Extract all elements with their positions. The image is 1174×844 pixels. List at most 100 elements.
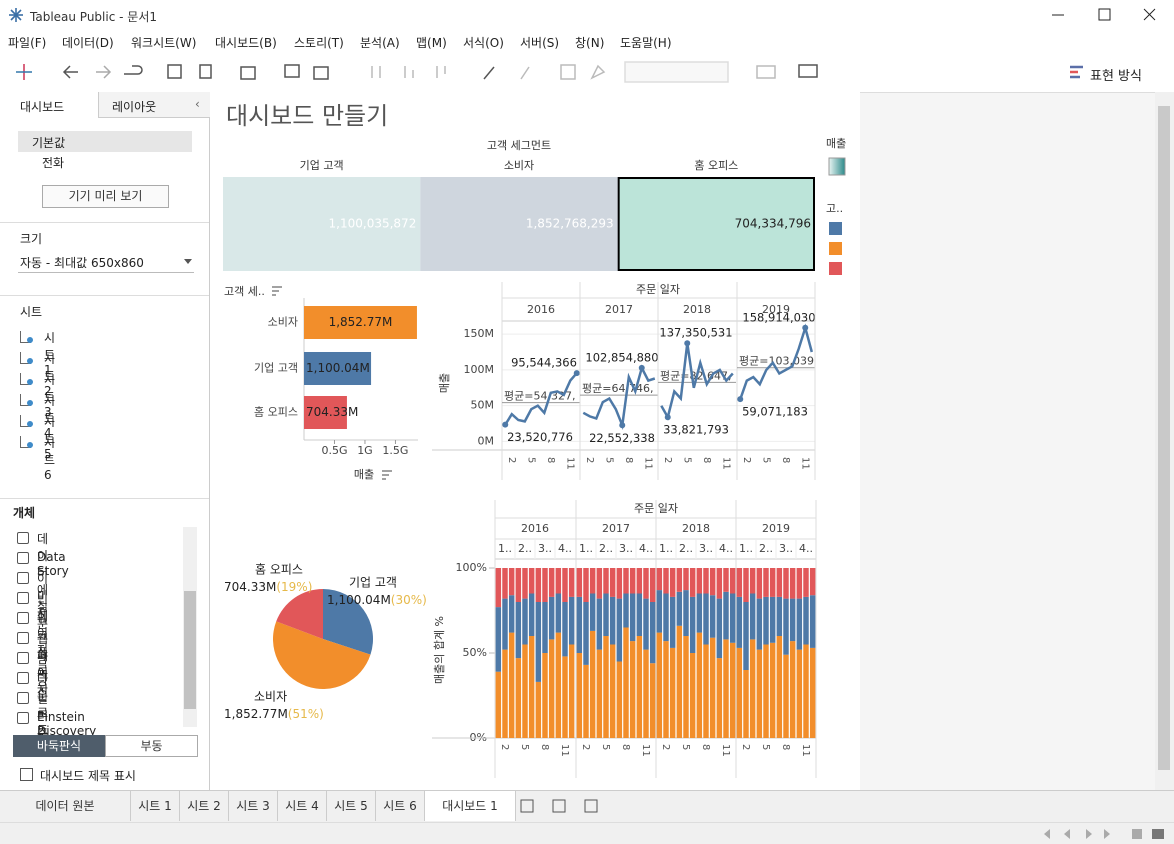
object-item[interactable]: 이미지 — [37, 572, 49, 620]
menu-item[interactable]: 서버(S) — [520, 36, 560, 50]
window-controls[interactable] — [1040, 0, 1174, 30]
sheet-item[interactable]: 시트 5 — [44, 415, 56, 461]
y-tick-label: 100M — [464, 363, 495, 376]
object-icon — [17, 652, 29, 664]
object-item[interactable]: Data Story — [37, 550, 69, 578]
scroll-thumb[interactable] — [184, 591, 196, 709]
sheet-item[interactable]: 시트 3 — [44, 373, 56, 419]
sheet-item[interactable]: 시트 1 — [44, 331, 56, 377]
sheet-tab[interactable]: 시트 1 — [131, 791, 180, 821]
sheet-tab[interactable]: 데이터 원본 — [0, 791, 131, 821]
checkbox[interactable] — [20, 768, 33, 781]
title-bar: Tableau Public - 문서1 — [0, 0, 1174, 30]
preview-button[interactable]: 기기 미리 보기 — [42, 185, 169, 208]
month-label: 11 — [799, 457, 810, 470]
menu-item[interactable]: 서식(O) — [463, 36, 504, 50]
show-me-icon[interactable] — [1070, 65, 1083, 79]
close[interactable] — [1143, 8, 1156, 21]
sheet-tab[interactable]: 대시보드 1 — [425, 791, 516, 821]
object-item[interactable]: 다운로드 — [37, 672, 49, 737]
highlight[interactable] — [483, 66, 495, 80]
sheet-item[interactable]: 시트 4 — [44, 394, 56, 440]
menu-item[interactable]: 도움말(H) — [620, 36, 672, 50]
maximize[interactable] — [1098, 8, 1111, 21]
fit-dropdown[interactable] — [624, 61, 729, 83]
new-story-tab[interactable] — [584, 799, 598, 813]
object-item[interactable]: 데이터에 질문 — [37, 532, 49, 631]
show-title-label[interactable]: 대시보드 제목 표시 — [40, 769, 136, 783]
grid-view[interactable] — [1132, 829, 1142, 839]
new-sheet-tab[interactable] — [520, 799, 534, 813]
pin[interactable] — [590, 64, 606, 80]
sheet-item[interactable]: 시트 6 — [44, 436, 56, 482]
bar-segment — [736, 647, 743, 738]
device-item[interactable]: 기본값 — [32, 136, 66, 150]
menu-item[interactable]: 대시보드(B) — [215, 36, 277, 50]
bar-segment — [796, 598, 803, 650]
month-label: 11 — [559, 744, 570, 757]
dropdown-arrow[interactable] — [183, 257, 193, 265]
show-me[interactable]: 표현 방식 — [1090, 69, 1142, 84]
sheet-tab[interactable]: 시트 3 — [229, 791, 278, 821]
bar-segment — [562, 568, 568, 602]
object-item[interactable]: Einstein Discovery — [37, 710, 97, 738]
sheet-item[interactable]: 시트 2 — [44, 352, 56, 398]
objects-scrollbar[interactable] — [183, 527, 197, 727]
last[interactable] — [1104, 829, 1110, 839]
bar-segment — [649, 663, 656, 738]
sheet-tab[interactable]: 시트 2 — [180, 791, 229, 821]
clear[interactable] — [313, 66, 329, 80]
object-item[interactable]: 빈 페이지 — [37, 592, 49, 657]
scroll-thumb[interactable] — [1158, 106, 1170, 770]
bar-segment — [603, 593, 609, 636]
collapse-chevron[interactable]: ‹ — [195, 97, 200, 111]
sort-desc[interactable] — [436, 66, 446, 78]
point — [502, 421, 509, 428]
tableau-icon[interactable] — [16, 64, 32, 80]
new-dashboard-tab[interactable] — [552, 799, 566, 813]
menu-item[interactable]: 창(N) — [575, 36, 605, 50]
menu-item[interactable]: 스토리(T) — [294, 36, 344, 50]
next[interactable] — [1086, 829, 1092, 839]
side-tab[interactable]: 레이아웃 — [112, 100, 157, 114]
menu-item[interactable]: 분석(A) — [360, 36, 400, 50]
attach[interactable] — [520, 66, 530, 80]
sheet-tab[interactable]: 시트 6 — [376, 791, 425, 821]
canvas-scrollbar[interactable] — [1155, 92, 1174, 790]
device-item[interactable]: 전화 — [42, 156, 65, 170]
list-view[interactable] — [1152, 829, 1164, 839]
prev[interactable] — [1064, 829, 1070, 839]
duplicate[interactable] — [284, 64, 300, 78]
menu-item[interactable]: 맵(M) — [416, 36, 447, 50]
redo[interactable] — [96, 65, 112, 79]
labels[interactable] — [560, 64, 576, 80]
sort-asc[interactable] — [404, 66, 414, 78]
bar-segment — [562, 602, 568, 657]
undo[interactable] — [62, 65, 78, 79]
bar-segment — [623, 627, 629, 738]
bar-segment — [703, 644, 709, 738]
presentation[interactable] — [798, 64, 818, 78]
swap-rows[interactable] — [371, 66, 381, 78]
first[interactable] — [1044, 829, 1050, 839]
size-dropdown[interactable]: 자동 - 최대값 650x860 — [20, 256, 144, 270]
side-tab[interactable]: 대시보드 — [20, 100, 65, 114]
new-datasource[interactable] — [199, 64, 212, 79]
floating-button[interactable]: 부동 — [105, 735, 198, 757]
new-sheet[interactable] — [240, 66, 256, 80]
bar-segment — [616, 598, 623, 662]
sheet-tab[interactable]: 시트 4 — [278, 791, 327, 821]
object-item[interactable]: 워크플로우 — [37, 612, 49, 694]
sheet-tab[interactable]: 시트 5 — [327, 791, 376, 821]
tiled-button[interactable]: 바둑판식 — [13, 735, 105, 757]
bar-segment — [716, 568, 723, 599]
menu-item[interactable]: 데이터(D) — [62, 36, 114, 50]
object-item[interactable]: 탐색 — [37, 652, 49, 683]
show-cards[interactable] — [756, 65, 776, 79]
menu-item[interactable]: 워크시트(W) — [131, 36, 197, 50]
object-item[interactable]: 웹 페이지 — [37, 632, 49, 697]
menu-item[interactable]: 파일(F) — [8, 36, 47, 50]
swap[interactable] — [124, 65, 143, 75]
bar-segment — [636, 636, 643, 738]
save[interactable] — [167, 64, 182, 79]
